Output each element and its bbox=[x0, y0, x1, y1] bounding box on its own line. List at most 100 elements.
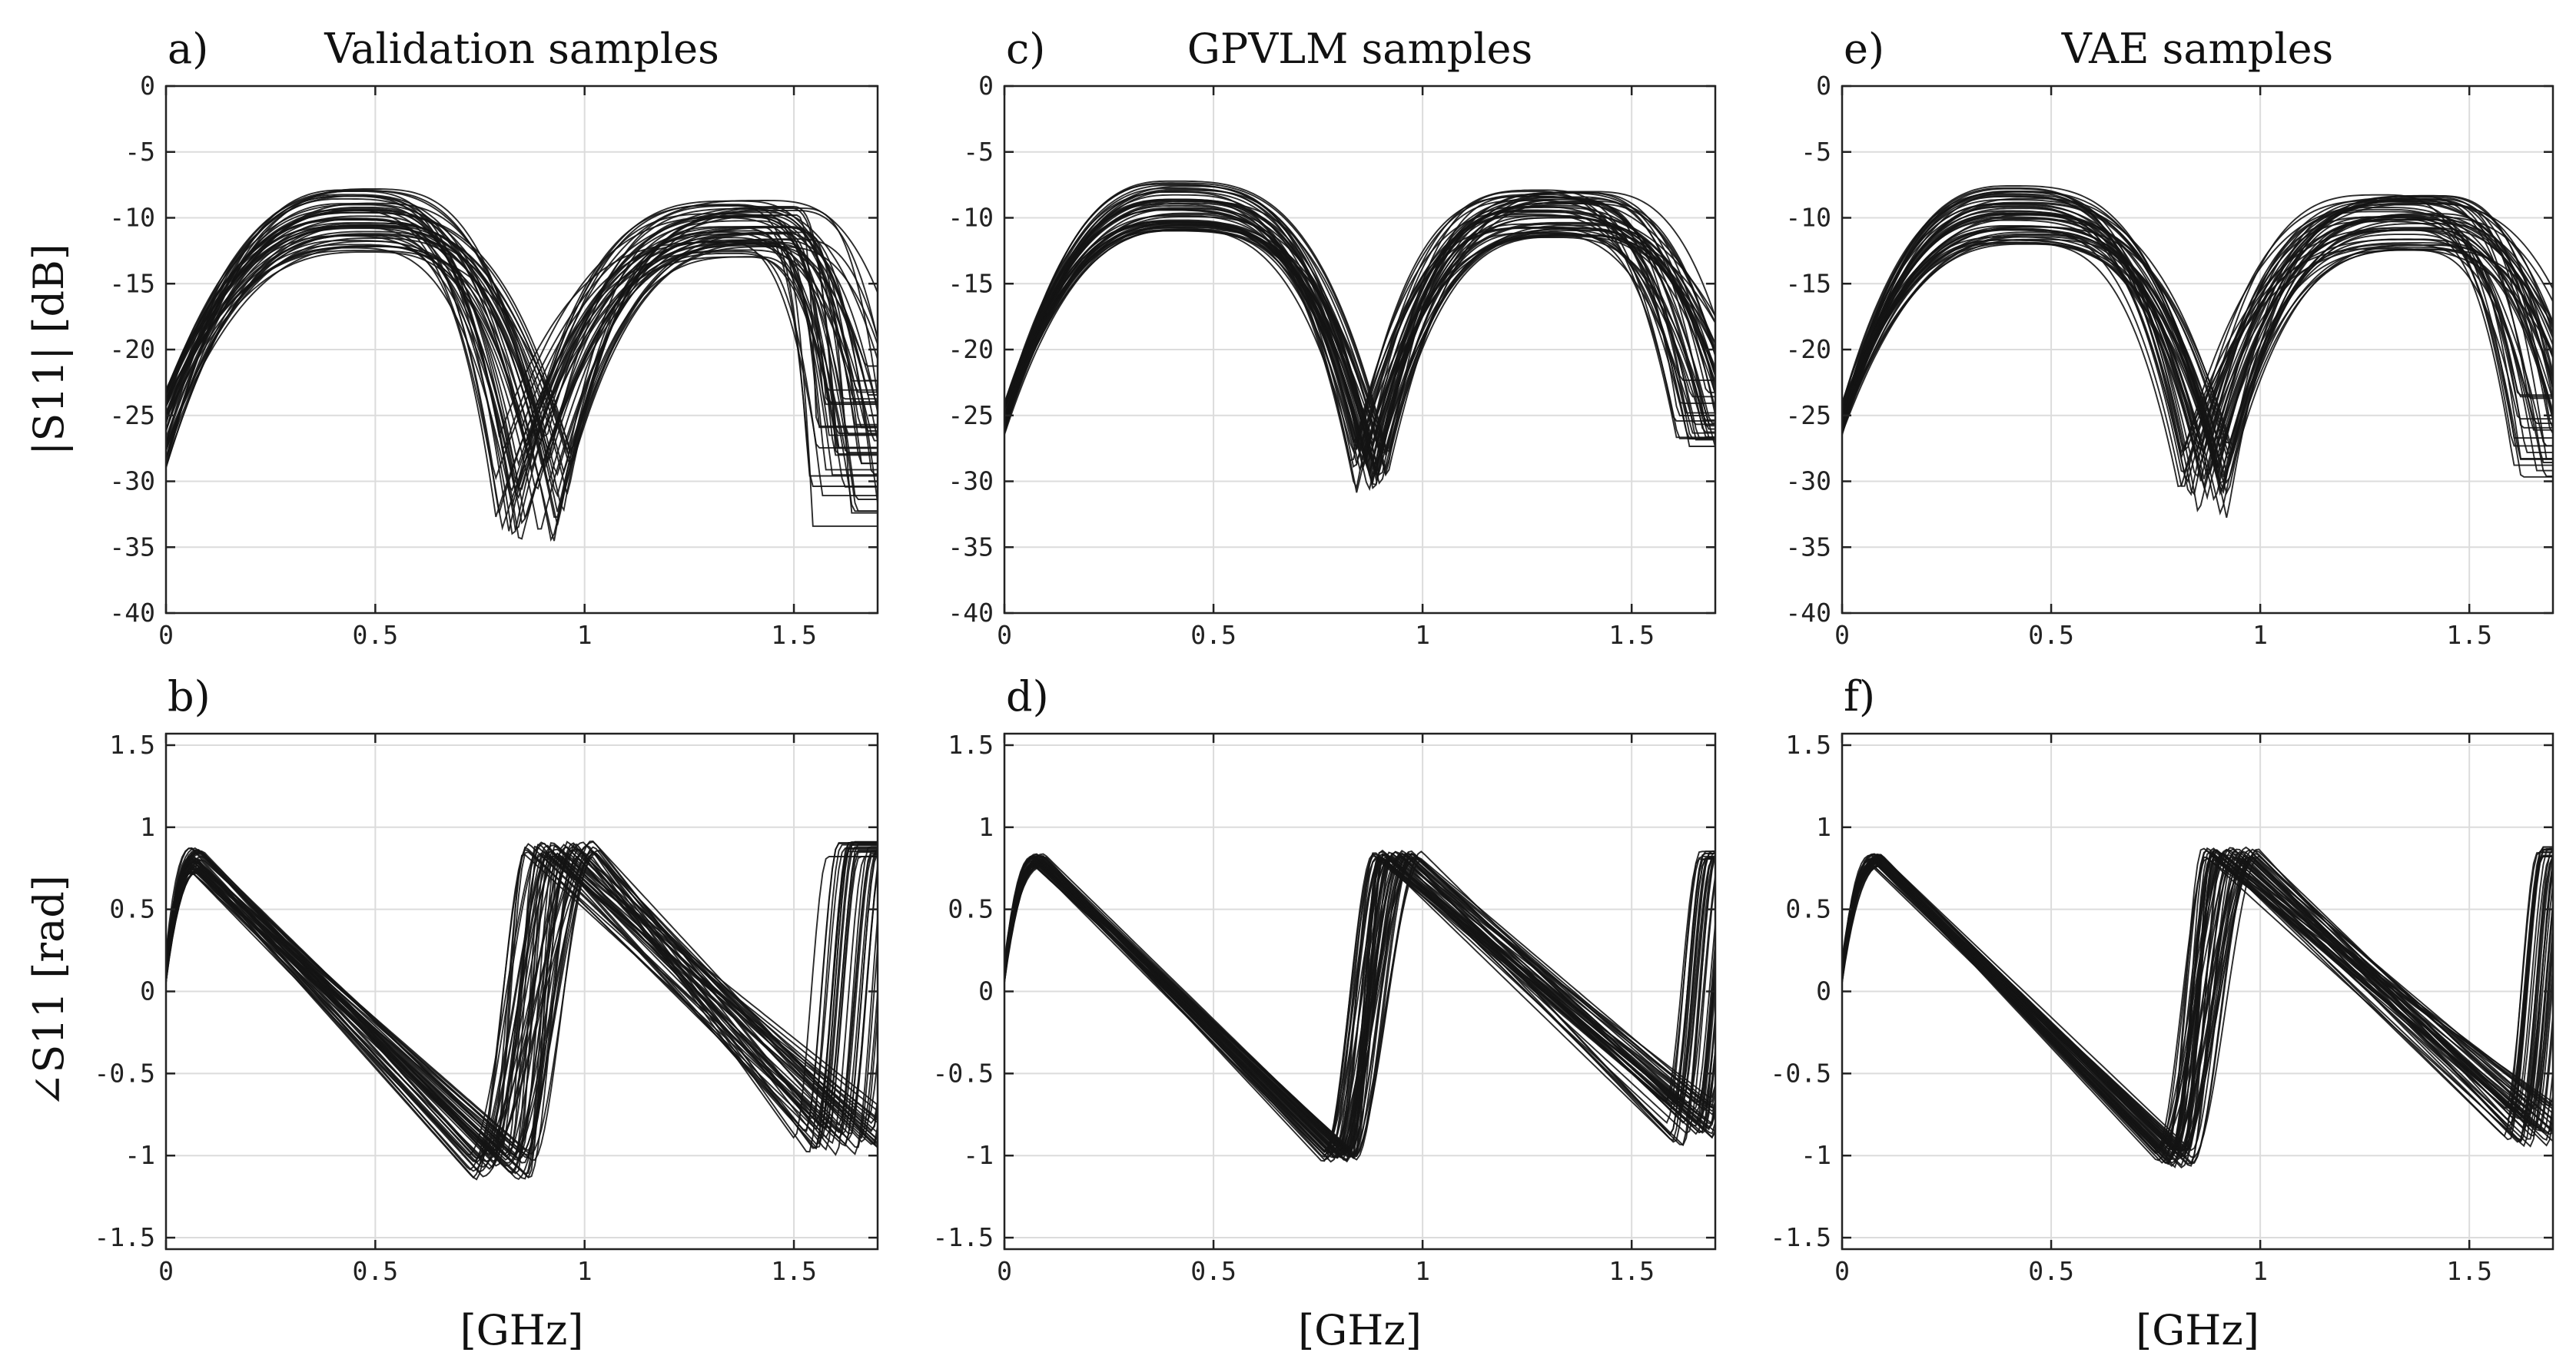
y-tick-label: 1.5 bbox=[948, 730, 994, 760]
chart-e: 0 0.5 1 1.5 0 -5 -10 -15 -20 -25 -30 -35 -40 e) VAE sa… bbox=[1785, 25, 2554, 650]
series-line bbox=[1842, 220, 2553, 455]
y-tick-label: -15 bbox=[109, 268, 155, 298]
series-line bbox=[1842, 228, 2553, 501]
y-tick-label: 1.5 bbox=[1785, 730, 1831, 760]
x-tick-label: 0 bbox=[1834, 1256, 1850, 1286]
y-tick-label: -30 bbox=[109, 466, 155, 496]
series-line bbox=[166, 848, 878, 1162]
y-tick-label: -15 bbox=[948, 268, 994, 298]
series-line bbox=[1842, 195, 2553, 494]
y-tick-label: -25 bbox=[109, 400, 155, 430]
y-tick-label: -25 bbox=[1785, 400, 1831, 430]
series-line bbox=[1004, 209, 1715, 461]
y-tick-label: 0 bbox=[978, 71, 994, 101]
series-line bbox=[166, 844, 878, 1164]
series-line bbox=[1842, 193, 2553, 479]
y-tick-label: -1 bbox=[124, 1140, 155, 1170]
y-tick-label: -25 bbox=[948, 400, 994, 430]
series-line bbox=[166, 200, 878, 446]
grid bbox=[1004, 86, 1715, 613]
y-tick-label: -30 bbox=[1785, 466, 1831, 496]
y-tick-label: 0 bbox=[140, 71, 155, 101]
y-tick-label: -35 bbox=[1785, 532, 1831, 562]
series-line bbox=[166, 230, 878, 499]
series-group bbox=[1842, 185, 2553, 518]
y-tick-label: 0 bbox=[978, 976, 994, 1006]
y-tick-label: -5 bbox=[124, 137, 155, 167]
series-line bbox=[166, 213, 878, 446]
y-tick-label: 1.5 bbox=[109, 730, 155, 760]
series-line bbox=[1004, 210, 1715, 454]
panel-letter: a) bbox=[168, 25, 208, 73]
chart-f: 0 0.5 1 1.5 1.5 1 0.5 0 -0.5 -1 -1.5 f) [GHz] bbox=[1771, 672, 2554, 1354]
y-tick-label: -40 bbox=[1785, 598, 1831, 628]
y-tick-label: -15 bbox=[1785, 268, 1831, 298]
x-axis-label: [GHz] bbox=[2136, 1306, 2259, 1354]
series-line bbox=[1842, 857, 2553, 1156]
y-tick-label: 0 bbox=[1816, 71, 1831, 101]
series-line bbox=[166, 211, 878, 456]
series-line bbox=[166, 845, 878, 1158]
series-line bbox=[166, 204, 878, 490]
y-tick-label: -0.5 bbox=[1771, 1058, 1831, 1088]
x-tick-label: 0.5 bbox=[2028, 1256, 2074, 1286]
series-line bbox=[166, 855, 878, 1172]
chart-title: GPVLM samples bbox=[1187, 25, 1532, 73]
panel-letter: f) bbox=[1844, 672, 1875, 721]
x-tick-label: 1.5 bbox=[2446, 620, 2492, 650]
series-line bbox=[166, 842, 878, 1171]
series-line bbox=[166, 242, 878, 452]
grid bbox=[1004, 734, 1715, 1249]
y-axis-label: |S11| [dB] bbox=[25, 244, 73, 456]
y-tick-label: -20 bbox=[109, 334, 155, 364]
chart-b: 0 0.5 1 1.5 1.5 1 0.5 0 -0.5 -1 -1.5 b) [GHz] ∠S11 [r… bbox=[25, 672, 879, 1354]
panel-letter: d) bbox=[1006, 672, 1049, 721]
series-line bbox=[1004, 850, 1715, 1161]
y-tick-label: 0.5 bbox=[1785, 894, 1831, 924]
y-tick-label: -0.5 bbox=[95, 1058, 155, 1088]
grid bbox=[166, 86, 878, 613]
x-tick-label: 0.5 bbox=[353, 620, 399, 650]
x-tick-label: 1.5 bbox=[771, 620, 817, 650]
series-line bbox=[166, 217, 878, 491]
series-line bbox=[1004, 856, 1715, 1156]
y-tick-label: -1.5 bbox=[933, 1222, 994, 1252]
series-line bbox=[1004, 188, 1715, 449]
y-tick-label: -10 bbox=[948, 203, 994, 233]
series-line bbox=[166, 191, 878, 531]
panel-letter: b) bbox=[168, 672, 211, 721]
series-line bbox=[1842, 195, 2553, 453]
x-tick-label: 0.5 bbox=[353, 1256, 399, 1286]
series-line bbox=[166, 851, 878, 1167]
x-tick-label: 0 bbox=[1834, 620, 1850, 650]
y-tick-label: -1.5 bbox=[1771, 1222, 1831, 1252]
series-line bbox=[1842, 191, 2553, 452]
y-tick-label: -1 bbox=[963, 1140, 994, 1170]
x-tick-label: 1 bbox=[1415, 1256, 1430, 1286]
y-tick-label: -10 bbox=[109, 203, 155, 233]
series-line bbox=[1004, 853, 1715, 1156]
y-tick-label: 1 bbox=[978, 812, 994, 842]
x-tick-label: 0 bbox=[158, 1256, 174, 1286]
x-tick-label: 0.5 bbox=[2028, 620, 2074, 650]
x-tick-label: 1.5 bbox=[771, 1256, 817, 1286]
x-axis-label: [GHz] bbox=[1298, 1306, 1422, 1354]
x-axis-label: [GHz] bbox=[460, 1306, 584, 1354]
series-line bbox=[1842, 851, 2553, 1152]
series-line bbox=[166, 226, 878, 542]
series-line bbox=[166, 240, 878, 468]
y-tick-label: -40 bbox=[109, 598, 155, 628]
series-line bbox=[1842, 187, 2553, 460]
series-line bbox=[1842, 207, 2553, 440]
y-tick-label: -30 bbox=[948, 466, 994, 496]
series-line bbox=[1842, 219, 2553, 516]
series-line bbox=[166, 215, 878, 490]
x-tick-label: 1 bbox=[577, 620, 593, 650]
y-tick-label: -20 bbox=[948, 334, 994, 364]
panel-letter: c) bbox=[1006, 25, 1045, 73]
chart-d: 0 0.5 1 1.5 1.5 1 0.5 0 -0.5 -1 -1.5 d) [GHz] bbox=[933, 672, 1717, 1354]
x-tick-label: 1.5 bbox=[1608, 620, 1655, 650]
series-line bbox=[166, 852, 878, 1159]
series-line bbox=[1842, 847, 2553, 1149]
